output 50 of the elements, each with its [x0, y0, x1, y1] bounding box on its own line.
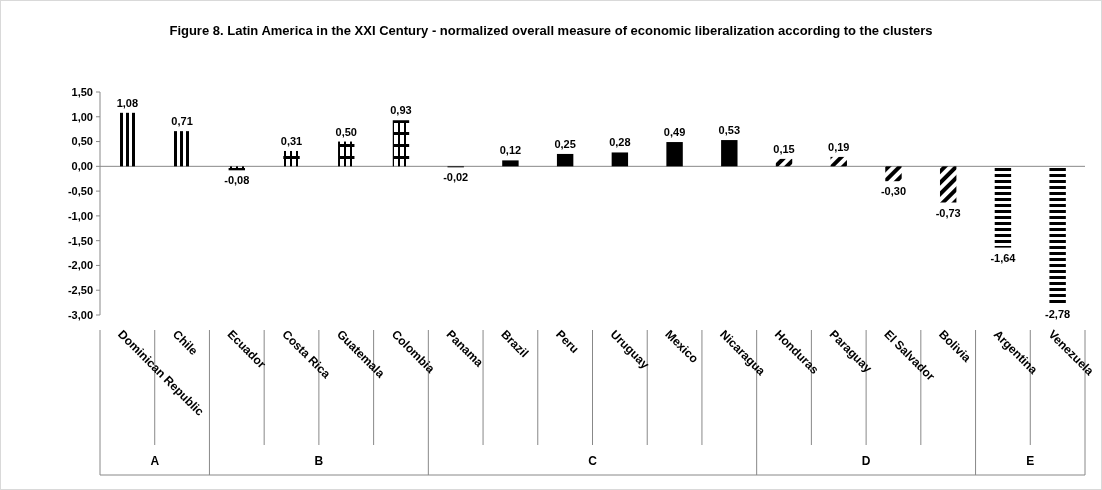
text: -1,64 [990, 251, 1016, 264]
text: -0,30 [880, 185, 907, 198]
y-tick-label: 0,50 [71, 135, 93, 148]
bar [885, 166, 902, 182]
bar [173, 131, 191, 167]
bar [228, 166, 246, 171]
text: 0,49 [663, 126, 686, 139]
bar [994, 166, 1012, 248]
bar [119, 112, 136, 167]
text: 0,53 [718, 124, 741, 137]
y-tick-label: 1,50 [71, 85, 93, 98]
text: -2,78 [1045, 308, 1071, 321]
bar [338, 141, 355, 167]
y-tick-label: -1,00 [67, 209, 93, 222]
bar [830, 156, 847, 167]
text: D [861, 454, 871, 468]
y-tick-label: -0,50 [67, 184, 93, 197]
bar [283, 150, 300, 167]
chart-title: Figure 8. Latin America in the XXI Century - normalized overall measure of economic liberalization according to the clusters [169, 23, 933, 38]
bar [502, 160, 519, 167]
text: -0,73 [935, 206, 961, 219]
bar [556, 153, 574, 167]
text: 0,19 [828, 140, 850, 153]
y-tick-label: -1,50 [67, 234, 93, 247]
y-tick-label: -2,50 [67, 284, 93, 297]
y-tick-label: -3,00 [67, 308, 93, 321]
y-tick-label: 1,00 [71, 110, 93, 123]
bar [775, 158, 793, 167]
text: C [588, 454, 598, 468]
text: 0,71 [171, 115, 193, 128]
bar [611, 152, 629, 167]
bar [721, 140, 738, 167]
text: 0,50 [335, 125, 357, 138]
bar [939, 166, 957, 203]
y-tick-label: 0,00 [71, 160, 93, 173]
text: -0,02 [443, 171, 469, 184]
text: 0,15 [773, 142, 795, 155]
text: 0,12 [499, 144, 522, 157]
text: A [150, 454, 160, 468]
text: 0,93 [390, 104, 412, 117]
bar [392, 120, 410, 167]
text: B [314, 454, 324, 468]
text: 0,25 [554, 137, 576, 150]
text: 0,28 [609, 136, 631, 149]
bar [666, 142, 683, 167]
text: 1,08 [116, 96, 139, 109]
text: -0,08 [224, 174, 250, 187]
text: 0,31 [280, 134, 303, 147]
text: E [1026, 454, 1035, 468]
y-tick-label: -2,00 [67, 259, 93, 272]
